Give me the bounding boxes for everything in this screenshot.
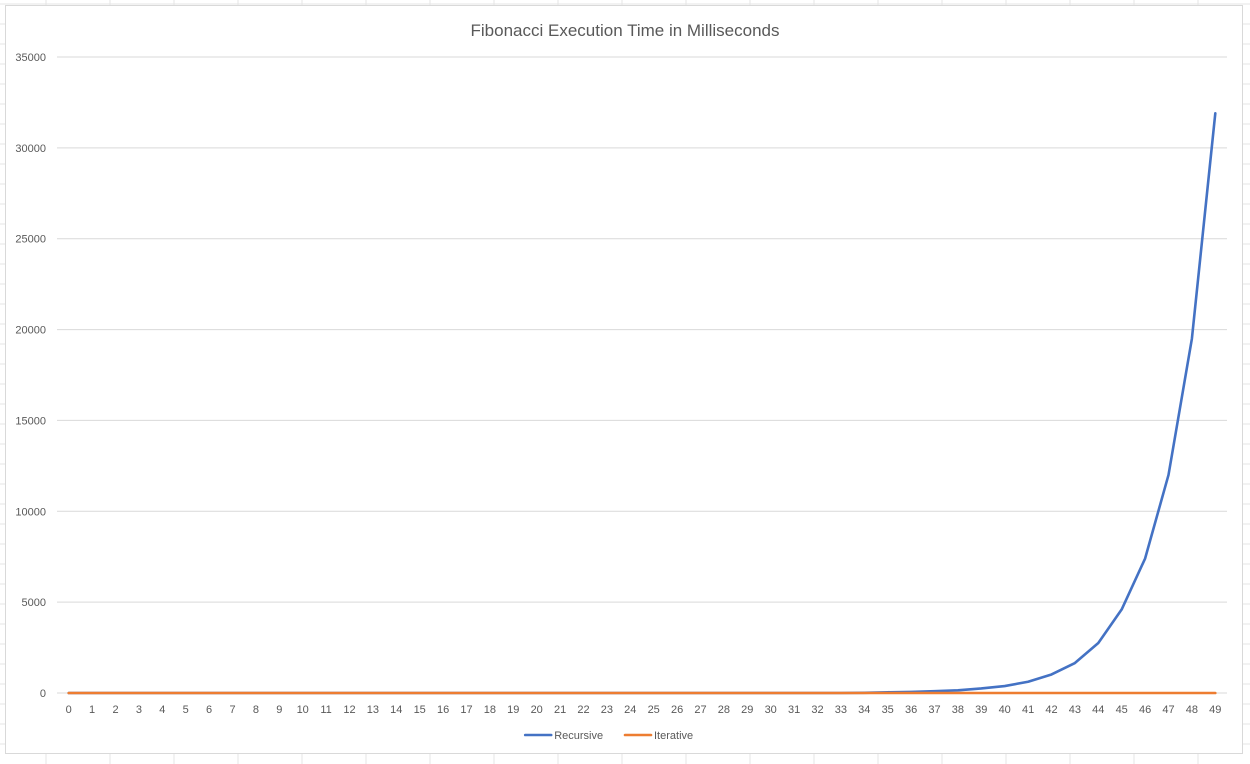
x-tick-label: 37 bbox=[928, 704, 940, 716]
x-tick-label: 34 bbox=[858, 704, 870, 716]
y-tick-label: 25000 bbox=[15, 234, 46, 246]
x-axis-tick-labels: 0 1 2 3 4 5 6 7 8 9 10 11 12 13 14 15 16 17 18 19 20 21 22 23 24… bbox=[66, 704, 1222, 716]
x-tick-label: 13 bbox=[367, 704, 379, 716]
x-tick-label: 25 bbox=[648, 704, 660, 716]
x-tick-label: 18 bbox=[484, 704, 496, 716]
x-tick-label: 7 bbox=[229, 704, 235, 716]
x-tick-label: 42 bbox=[1045, 704, 1057, 716]
legend-label: Iterative bbox=[654, 730, 693, 742]
legend-item-recursive[interactable]: Recursive bbox=[523, 730, 603, 742]
legend-item-iterative[interactable]: Iterative bbox=[623, 730, 693, 742]
x-tick-label: 35 bbox=[882, 704, 894, 716]
x-tick-label: 30 bbox=[765, 704, 777, 716]
x-tick-label: 20 bbox=[531, 704, 543, 716]
x-tick-label: 3 bbox=[136, 704, 142, 716]
x-tick-label: 4 bbox=[159, 704, 165, 716]
x-tick-label: 33 bbox=[835, 704, 847, 716]
x-tick-label: 21 bbox=[554, 704, 566, 716]
x-tick-label: 26 bbox=[671, 704, 683, 716]
x-tick-label: 10 bbox=[297, 704, 309, 716]
chart-title: Fibonacci Execution Time in Milliseconds bbox=[471, 21, 780, 40]
x-tick-label: 1 bbox=[89, 704, 95, 716]
x-tick-label: 28 bbox=[718, 704, 730, 716]
y-tick-label: 5000 bbox=[22, 597, 46, 609]
y-tick-label: 20000 bbox=[15, 325, 46, 337]
legend[interactable]: Recursive Iterative bbox=[523, 730, 693, 742]
x-tick-label: 14 bbox=[390, 704, 402, 716]
legend-label: Recursive bbox=[554, 730, 603, 742]
x-tick-label: 27 bbox=[694, 704, 706, 716]
x-tick-label: 31 bbox=[788, 704, 800, 716]
line-chart: Fibonacci Execution Time in Milliseconds… bbox=[15, 21, 1227, 742]
x-tick-label: 24 bbox=[624, 704, 636, 716]
x-tick-label: 11 bbox=[320, 704, 331, 716]
y-tick-label: 15000 bbox=[15, 415, 46, 427]
x-tick-label: 6 bbox=[206, 704, 212, 716]
x-tick-label: 19 bbox=[507, 704, 519, 716]
x-tick-label: 0 bbox=[66, 704, 72, 716]
y-tick-label: 35000 bbox=[15, 52, 46, 64]
x-tick-label: 47 bbox=[1162, 704, 1174, 716]
x-tick-label: 16 bbox=[437, 704, 449, 716]
x-tick-label: 36 bbox=[905, 704, 917, 716]
x-tick-label: 29 bbox=[741, 704, 753, 716]
y-tick-label: 30000 bbox=[15, 143, 46, 155]
x-tick-label: 48 bbox=[1186, 704, 1198, 716]
chart-area[interactable]: Fibonacci Execution Time in Milliseconds… bbox=[5, 5, 1243, 754]
x-tick-label: 41 bbox=[1022, 704, 1034, 716]
x-tick-label: 5 bbox=[183, 704, 189, 716]
x-tick-label: 44 bbox=[1092, 704, 1104, 716]
x-tick-label: 22 bbox=[577, 704, 589, 716]
x-tick-label: 12 bbox=[343, 704, 355, 716]
x-tick-label: 45 bbox=[1116, 704, 1128, 716]
x-tick-label: 38 bbox=[952, 704, 964, 716]
series-line-recursive[interactable] bbox=[67, 112, 1217, 695]
x-tick-label: 46 bbox=[1139, 704, 1151, 716]
x-tick-label: 40 bbox=[999, 704, 1011, 716]
x-tick-label: 17 bbox=[460, 704, 472, 716]
x-tick-label: 8 bbox=[253, 704, 259, 716]
x-tick-label: 49 bbox=[1209, 704, 1221, 716]
series-layer bbox=[67, 112, 1217, 695]
x-tick-label: 39 bbox=[975, 704, 987, 716]
x-tick-label: 15 bbox=[414, 704, 426, 716]
x-tick-label: 9 bbox=[276, 704, 282, 716]
y-tick-label: 10000 bbox=[15, 506, 46, 518]
x-tick-label: 2 bbox=[112, 704, 118, 716]
y-axis-tick-labels: 0 5000 10000 15000 20000 25000 30000 35000 bbox=[15, 52, 46, 700]
x-tick-label: 23 bbox=[601, 704, 613, 716]
x-tick-label: 43 bbox=[1069, 704, 1081, 716]
x-tick-label: 32 bbox=[811, 704, 823, 716]
y-tick-label: 0 bbox=[40, 688, 46, 700]
gridlines bbox=[57, 56, 1227, 603]
